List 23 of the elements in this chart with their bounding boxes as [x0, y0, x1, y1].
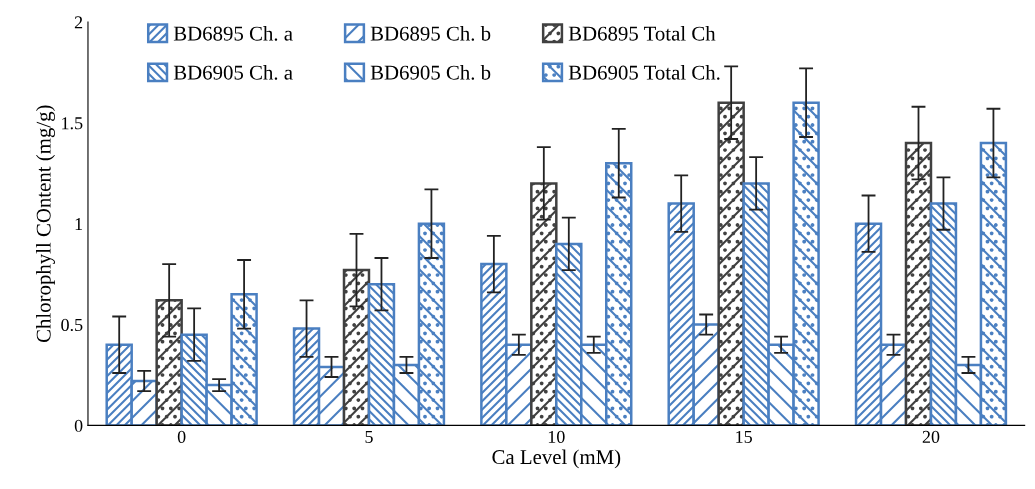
bar [717, 101, 745, 426]
legend-label: BD6895 Total Ch [568, 25, 716, 41]
bar [530, 182, 558, 426]
bar [904, 141, 933, 426]
x-tick-label: 5 [365, 431, 373, 443]
x-tick-label: 20 [922, 430, 940, 443]
legend-label: BD6895 Ch. b [370, 25, 491, 41]
y-tick-label: 1 [75, 218, 83, 230]
legend-label: BD6905 Total Ch. [568, 65, 720, 80]
bar [155, 299, 183, 426]
x-axis-title: Ca Level (mM) [492, 449, 621, 469]
legend-label: BD6905 Ch. a [173, 65, 293, 80]
bar [342, 268, 371, 426]
x-tick-label: 15 [736, 430, 752, 443]
y-tick-label: 2 [74, 16, 83, 29]
legend-label: BD6895 Ch. a [173, 25, 293, 41]
legend-label: BD6905 Ch. b [370, 65, 491, 80]
y-tick-label: 1.5 [62, 117, 83, 130]
x-tick-label: 10 [548, 430, 565, 443]
y-tick-label: 0.5 [61, 318, 83, 332]
y-axis-title: Chlorophyll COntent (mg/g) [36, 105, 55, 343]
y-tick-label: 0 [74, 419, 83, 432]
x-tick-label: 0 [177, 430, 186, 443]
